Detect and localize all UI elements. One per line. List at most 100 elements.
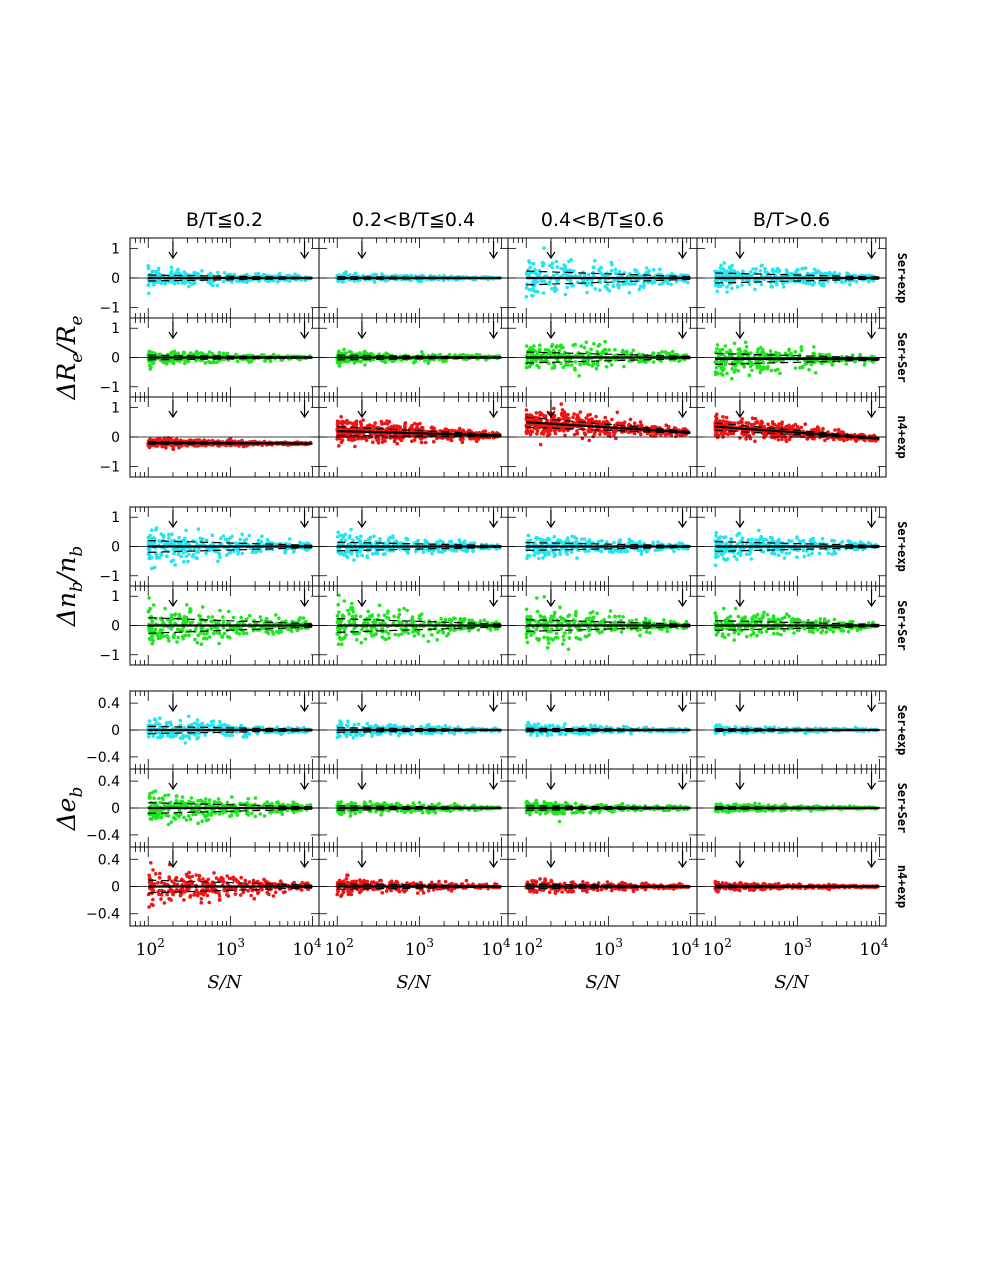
data-point xyxy=(410,439,414,444)
data-point xyxy=(725,285,729,289)
data-point xyxy=(600,271,604,276)
data-point xyxy=(578,410,583,414)
data-point xyxy=(547,282,551,286)
data-point xyxy=(562,263,566,267)
data-point xyxy=(176,351,181,356)
data-point xyxy=(666,281,670,286)
data-point xyxy=(774,280,779,285)
data-point xyxy=(555,280,560,285)
data-point xyxy=(740,273,745,278)
data-point xyxy=(353,444,357,449)
data-point xyxy=(742,350,747,354)
data-point xyxy=(749,351,753,355)
data-point xyxy=(340,280,345,284)
data-point xyxy=(409,426,413,431)
data-point xyxy=(535,290,540,294)
data-point xyxy=(820,283,824,288)
data-point xyxy=(738,350,742,354)
data-point xyxy=(403,425,407,430)
data-point xyxy=(807,281,812,286)
panel xyxy=(696,237,887,319)
data-point xyxy=(809,362,814,367)
data-point xyxy=(170,359,175,363)
data-point xyxy=(221,279,226,284)
data-point xyxy=(176,267,180,272)
data-point xyxy=(715,371,720,376)
data-point xyxy=(764,353,768,357)
data-point xyxy=(573,360,578,364)
data-point xyxy=(183,280,188,284)
arrow-marker xyxy=(678,251,688,260)
data-point xyxy=(657,352,662,356)
data-point xyxy=(789,271,794,276)
data-point xyxy=(789,353,794,358)
data-point xyxy=(619,421,623,426)
data-point xyxy=(241,444,246,449)
data-point xyxy=(724,415,729,420)
data-point xyxy=(559,266,563,271)
data-point xyxy=(589,347,593,352)
data-point xyxy=(732,269,737,273)
data-point xyxy=(725,371,729,376)
data-point xyxy=(234,352,238,357)
y-tick-label: 0 xyxy=(111,351,120,367)
upper-quartile-line xyxy=(337,276,502,279)
data-point xyxy=(541,291,546,295)
upper-quartile-line xyxy=(148,274,313,278)
data-point xyxy=(781,285,786,289)
data-point xyxy=(833,428,837,432)
data-point xyxy=(654,273,658,278)
arrow-marker xyxy=(168,331,178,340)
data-point xyxy=(395,441,400,446)
data-point xyxy=(344,273,349,277)
data-point xyxy=(600,351,604,355)
data-point xyxy=(724,359,729,364)
data-point xyxy=(585,281,590,286)
data-point xyxy=(596,363,600,368)
data-point xyxy=(377,437,381,442)
data-point xyxy=(633,282,637,286)
data-point xyxy=(169,269,174,274)
arrow-marker xyxy=(867,331,877,340)
data-point xyxy=(552,429,557,433)
data-point xyxy=(761,360,766,365)
data-point xyxy=(735,285,740,289)
data-point xyxy=(148,351,153,356)
data-point xyxy=(651,268,656,272)
data-point xyxy=(741,269,745,274)
data-point xyxy=(152,360,156,365)
data-point xyxy=(749,360,754,365)
data-point xyxy=(538,343,542,348)
data-point xyxy=(627,359,632,363)
column-title: 0.2<B/T≦0.4 xyxy=(352,209,475,231)
data-point xyxy=(598,432,602,437)
data-point xyxy=(714,365,719,370)
data-point xyxy=(538,442,543,447)
data-point xyxy=(561,365,566,370)
data-point xyxy=(644,266,649,270)
data-point xyxy=(342,347,346,352)
data-point xyxy=(528,265,532,270)
data-point xyxy=(344,270,348,274)
data-point xyxy=(180,281,185,285)
data-point xyxy=(771,267,775,272)
data-point xyxy=(352,361,357,365)
panel xyxy=(696,317,887,398)
data-point xyxy=(535,429,540,433)
data-point xyxy=(624,282,628,286)
data-point xyxy=(395,424,400,429)
data-point xyxy=(530,429,535,434)
lower-quartile-line xyxy=(148,357,313,361)
data-point xyxy=(714,359,718,364)
data-point xyxy=(722,261,727,265)
data-point xyxy=(755,365,760,370)
data-point xyxy=(730,269,734,273)
data-point xyxy=(183,361,187,366)
data-point xyxy=(740,417,744,421)
y-tick-label: −1 xyxy=(99,380,120,396)
data-point xyxy=(720,360,724,364)
data-point xyxy=(658,267,662,272)
panel: −1 0 1 xyxy=(99,396,320,478)
data-point xyxy=(293,272,297,277)
data-point xyxy=(156,272,160,277)
